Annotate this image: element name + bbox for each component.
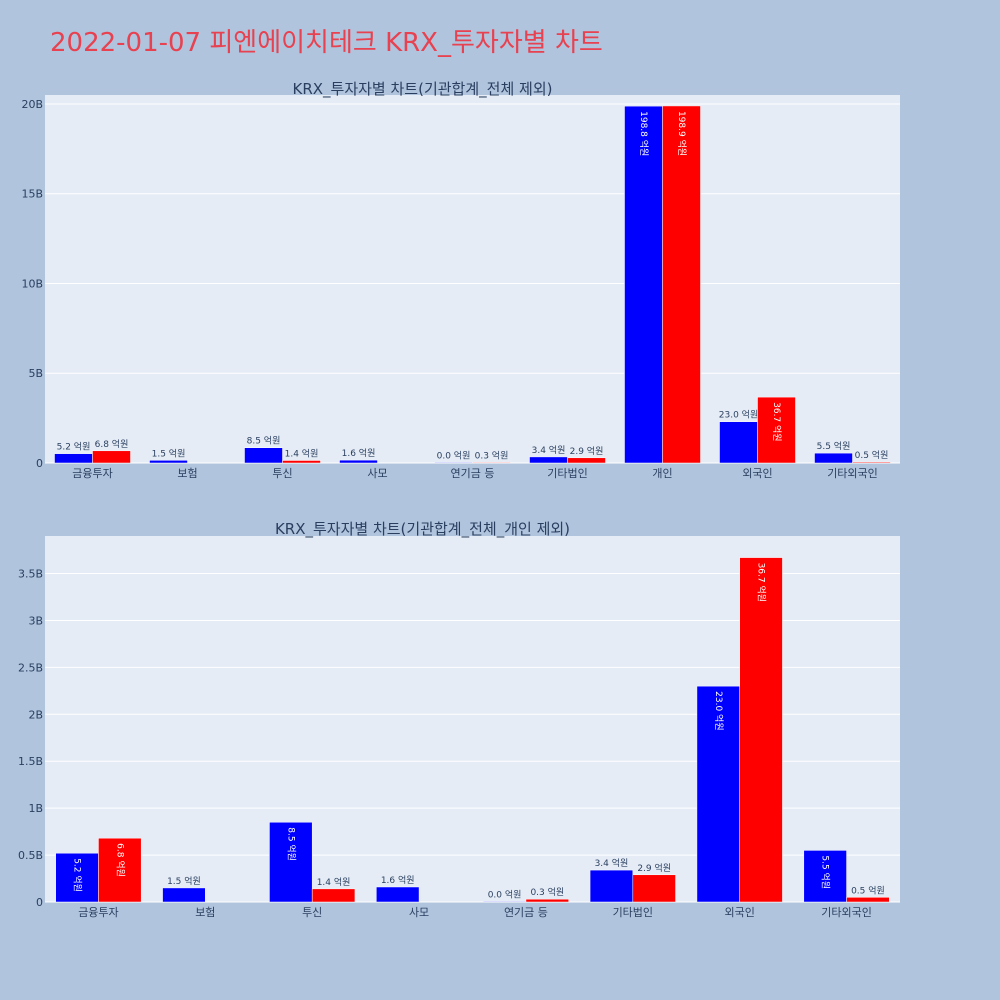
bar-value-label: 0.3 억원 [530,886,564,898]
bar-value-label: 6.8 억원 [114,843,126,877]
y-tick-label: 20B [21,98,43,111]
y-tick-label: 0 [36,457,43,470]
bar-value-label: 1.5 억원 [167,875,201,887]
x-tick-label: 외국인 [742,467,772,480]
buy-bar [589,869,634,903]
x-tick-label: 사모 [367,467,387,480]
buy-bar [55,852,99,903]
x-tick-label: 기타법인 [613,906,653,919]
bar-value-label: 0.5 억원 [851,884,885,896]
chart-title: KRX_투자자별 차트(기관합계_전체 제외) [293,80,553,99]
x-tick-label: 개인 [652,467,672,480]
x-tick-label: 금융투자 [78,906,118,919]
buy-bar [269,821,313,903]
bar-value-label: 0.0 억원 [488,888,522,900]
sell-bar [662,105,701,464]
sell-bar [282,460,321,464]
sell-bar [739,557,783,903]
bar-value-label: 5.2 억원 [72,858,84,892]
bar-value-label: 23.0 억원 [713,691,725,730]
x-tick-label: 사모 [409,906,429,919]
bar-value-label: 6.8 억원 [95,438,129,450]
y-tick-label: 0.5B [18,849,43,862]
buy-bar [244,447,283,464]
sell-bar [852,461,891,464]
bar-value-label: 2.9 억원 [637,862,671,874]
bar-value-label: 0.0 억원 [437,449,471,461]
y-tick-label: 2B [28,708,43,721]
bar-value-label: 8.5 억원 [247,435,281,447]
y-tick-label: 10B [21,277,43,290]
buy-bar [529,456,568,464]
buy-bar [482,901,527,903]
chart-2: 0 0.5B 1B 1.5B 2B 2.5B 3B 3.5B KRX_투자자별 차트(기관합계_… [18,520,900,919]
bar-value-label: 0.5 억원 [855,449,889,461]
bar-value-label: 5.2 억원 [57,441,91,453]
sell-bar [525,898,569,903]
buy-bar [803,850,847,903]
buy-bar [624,105,663,464]
x-tick-label: 보험 [177,467,197,480]
sell-bar [632,874,676,903]
sell-bar [846,897,890,903]
buy-bar [149,460,188,464]
y-tick-label: 1B [28,802,43,815]
x-tick-label: 연기금 등 [504,906,548,919]
x-tick-label: 보험 [195,906,215,919]
chart-1: 0 5B 10B 15B 20B KRX_투자자별 차트(기관합계_전체 제외) 금융투자 5… [21,80,900,480]
bar-value-label: 0.3 억원 [475,449,509,461]
chart-title: KRX_투자자별 차트(기관합계_전체_개인 제외) [275,520,570,539]
y-tick-label: 3B [28,614,43,627]
x-tick-label: 투신 [272,467,292,480]
x-tick-label: 투신 [302,906,322,919]
buy-bar [162,887,206,903]
buy-bar [376,886,420,903]
x-tick-label: 기타법인 [547,467,587,480]
buy-bar [814,452,853,464]
sell-bar [92,450,131,464]
x-tick-label: 외국인 [725,906,755,919]
bar-value-label: 1.6 억원 [381,874,415,886]
page-title: 2022-01-07 피엔에이치테크 KRX_투자자별 차트 [50,28,603,58]
bar-value-label: 36.7 억원 [756,563,768,602]
y-tick-label: 5B [28,367,43,380]
bar-value-label: 198.8 억원 [638,111,650,156]
bar-value-label: 3.4 억원 [595,857,629,869]
x-tick-label: 금융투자 [72,467,112,480]
bar-value-label: 1.4 억원 [285,447,319,459]
sell-bar [567,457,606,464]
bar-value-label: 3.4 억원 [532,444,566,456]
bar-value-label: 1.5 억원 [152,447,186,459]
sell-bar [472,462,511,464]
bar-value-label: 8.5 억원 [285,827,297,861]
y-tick-label: 1.5B [18,755,43,768]
bar-value-label: 1.6 억원 [342,447,376,459]
bar-value-label: 5.5 억원 [820,855,832,889]
buy-bar [434,462,473,464]
y-tick-label: 2.5B [18,661,43,674]
bar-value-label: 1.4 억원 [317,876,351,888]
bar-value-label: 36.7 억원 [771,402,783,441]
buy-bar [696,685,740,903]
bar-value-label: 198.9 억원 [676,111,688,156]
y-tick-label: 3.5B [18,568,43,581]
bar-value-label: 23.0 억원 [719,409,758,421]
buy-bar [719,421,758,464]
x-tick-label: 연기금 등 [451,467,495,480]
sell-bar [311,888,356,903]
sell-bar [757,396,796,464]
buy-bar [54,453,93,464]
x-tick-label: 기타외국인 [827,467,878,480]
y-tick-label: 15B [21,188,43,201]
x-tick-label: 기타외국인 [821,906,872,919]
y-tick-label: 0 [36,896,43,909]
bar-value-label: 2.9 억원 [570,445,604,457]
buy-bar [339,459,378,464]
bar-value-label: 5.5 억원 [817,440,851,452]
sell-bar [98,837,142,903]
